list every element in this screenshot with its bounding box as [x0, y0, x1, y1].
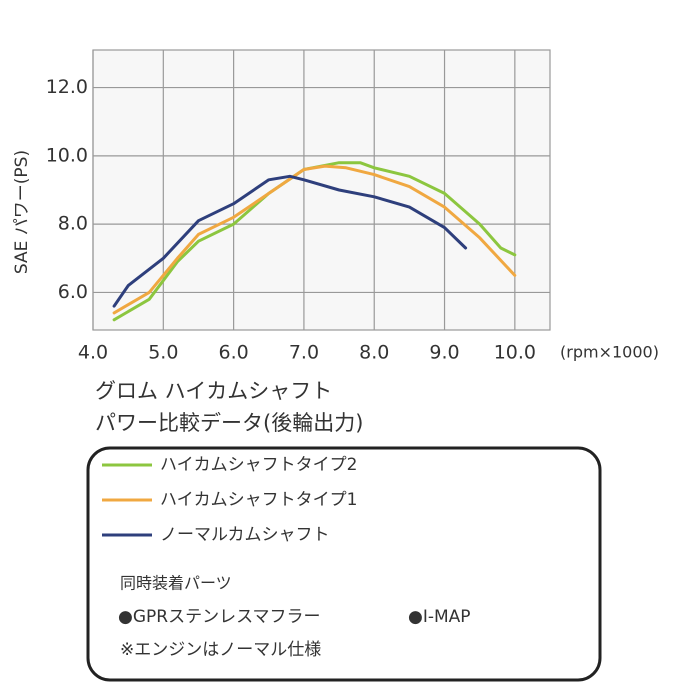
y-tick-label: 10.0 [46, 144, 88, 166]
note: ※エンジンはノーマル仕様 [120, 640, 321, 660]
x-tick-label: 4.0 [78, 342, 108, 364]
y-tick-label: 6.0 [58, 281, 88, 303]
x-tick-label: 9.0 [429, 342, 459, 364]
series-line [112, 174, 468, 308]
series-line [112, 164, 517, 315]
legend-box [86, 446, 602, 682]
plot-area [92, 49, 551, 331]
note: ●GPRステンレスマフラー [118, 607, 321, 627]
x-tick-label: 8.0 [359, 342, 389, 364]
y-tick-label: 8.0 [58, 213, 88, 235]
legend-label: ハイカムシャフトタイプ1 [160, 490, 357, 510]
y-axis-label: SAE パワー(PS) [12, 150, 32, 274]
x-tick-label: 5.0 [148, 342, 178, 364]
x-axis-unit: (rpm×1000) [560, 343, 659, 362]
x-tick-label: 6.0 [219, 342, 249, 364]
note: 同時装着パーツ [120, 574, 232, 593]
y-tick-label: 12.0 [46, 76, 88, 98]
legend-label: ノーマルカムシャフト [160, 525, 330, 545]
series-line [112, 161, 517, 322]
x-tick-label: 10.0 [494, 342, 536, 364]
legend-label: ハイカムシャフトタイプ2 [160, 455, 357, 475]
x-tick-label: 7.0 [289, 342, 319, 364]
chart-subtitle: パワー比較データ(後輪出力) [95, 411, 363, 435]
note: ●I-MAP [408, 607, 471, 627]
chart-title: グロム ハイカムシャフト [95, 379, 332, 403]
